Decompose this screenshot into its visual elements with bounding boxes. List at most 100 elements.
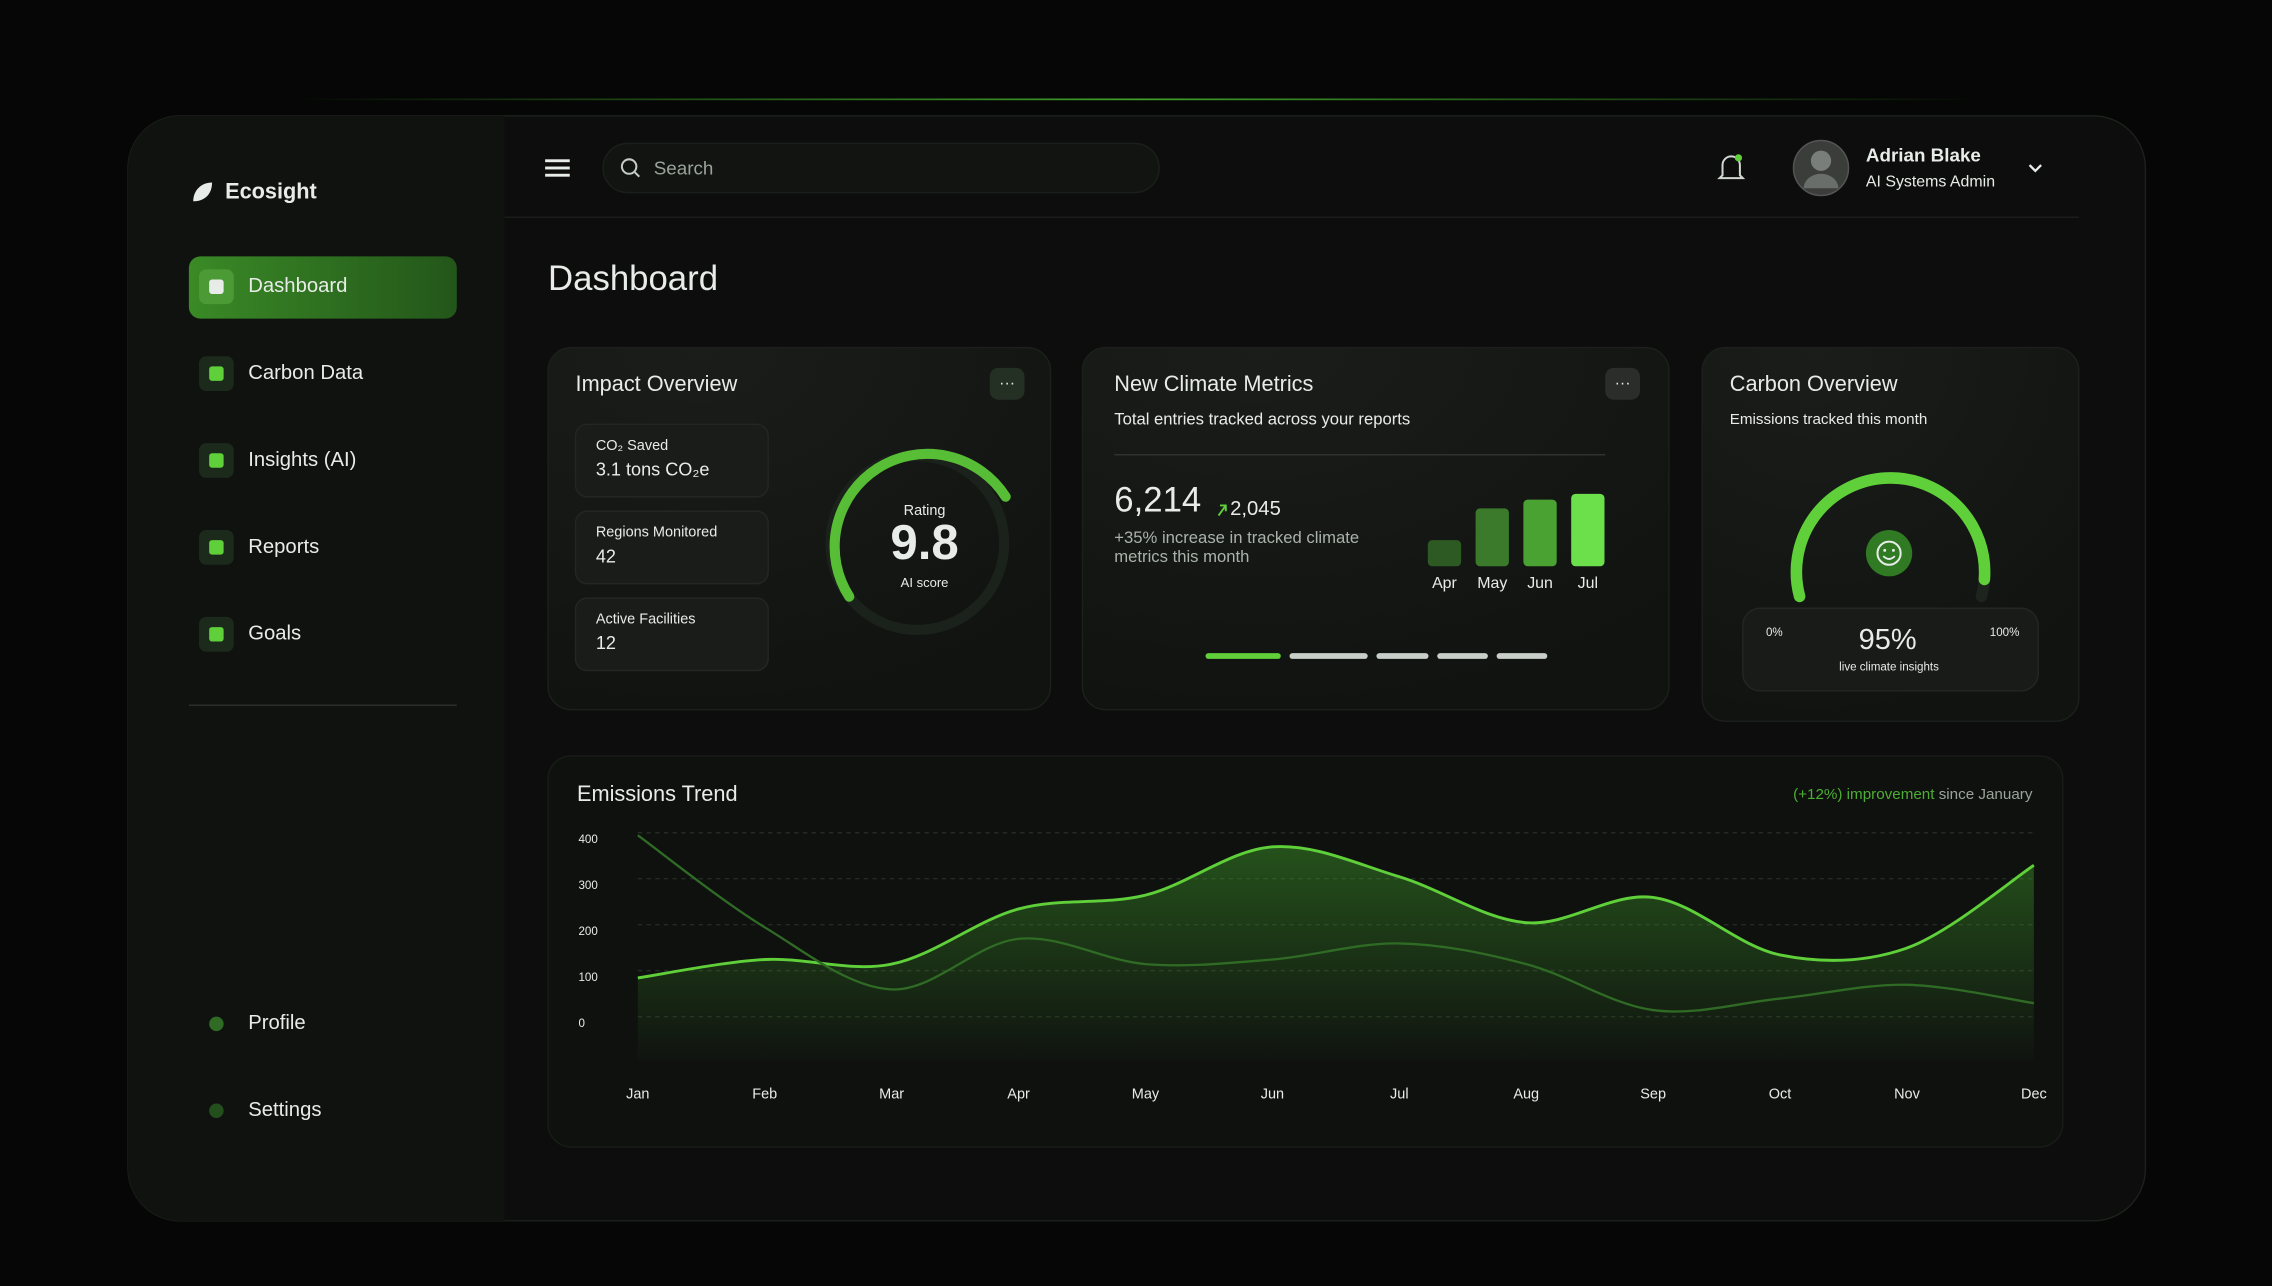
rating-value: 9.8 bbox=[890, 515, 958, 570]
bar bbox=[1427, 540, 1462, 567]
user-menu-chevron[interactable] bbox=[2028, 164, 2042, 173]
climate-card bbox=[1081, 346, 1670, 711]
rating-caption: AI score bbox=[901, 575, 949, 590]
nav-label: Insights (AI) bbox=[248, 449, 356, 471]
card-title: Impact Overview bbox=[576, 371, 738, 396]
carousel-dot[interactable] bbox=[1376, 653, 1429, 659]
nav-icon bbox=[209, 279, 224, 294]
y-tick-label: 100 bbox=[578, 972, 597, 984]
card-title: Emissions Trend bbox=[577, 781, 738, 806]
search-icon bbox=[620, 158, 638, 175]
nav-active-bg[interactable] bbox=[188, 256, 457, 319]
y-tick-label: 400 bbox=[578, 834, 597, 846]
trend-annotation: (+12%) improvement since January bbox=[1793, 786, 2033, 803]
y-tick-label: 200 bbox=[578, 926, 597, 938]
metric-note: +35% increase in tracked climate metrics… bbox=[1114, 530, 1360, 567]
x-tick-label: Mar bbox=[879, 1087, 904, 1103]
notification-dot bbox=[1734, 154, 1743, 162]
gauge-caption: live climate insights bbox=[1839, 662, 1939, 674]
bar-label: Jun bbox=[1527, 575, 1553, 592]
nav-icon bbox=[209, 627, 224, 642]
avatar-head bbox=[1810, 150, 1832, 171]
bar-label: Apr bbox=[1432, 575, 1457, 592]
smiley-face bbox=[1876, 540, 1902, 566]
nav-item[interactable]: Profile bbox=[209, 1012, 306, 1034]
nav-item[interactable]: Carbon Data bbox=[199, 356, 364, 392]
x-tick-label: Feb bbox=[752, 1087, 777, 1103]
trend-line bbox=[637, 845, 2035, 980]
up-arrow bbox=[1217, 504, 1227, 517]
nav-item[interactable]: Insights (AI) bbox=[199, 443, 356, 478]
x-tick-label: Jun bbox=[1261, 1087, 1284, 1103]
x-tick-label: May bbox=[1132, 1087, 1160, 1103]
more-dots: ··· bbox=[999, 375, 1015, 392]
nav-icon bbox=[209, 453, 224, 468]
nav-label: Carbon Data bbox=[248, 362, 364, 384]
nav-label: Reports bbox=[248, 536, 319, 558]
gauge-arc bbox=[1790, 472, 1991, 603]
nav-icon bbox=[209, 366, 224, 381]
nav-label: Profile bbox=[248, 1012, 305, 1034]
y-tick-label: 0 bbox=[578, 1018, 584, 1030]
stat-label: Regions Monitored bbox=[596, 525, 717, 541]
stat-box bbox=[574, 597, 769, 672]
stat-value: 12 bbox=[596, 633, 616, 653]
carousel-dot[interactable] bbox=[1289, 653, 1368, 659]
nav-icon bbox=[209, 540, 224, 555]
x-tick-label: Dec bbox=[2021, 1087, 2047, 1103]
search-icon-handle bbox=[634, 171, 640, 178]
metric-delta: 2,045 bbox=[1230, 498, 1281, 520]
smiley-badge bbox=[1865, 530, 1913, 577]
carousel-dot[interactable] bbox=[1496, 653, 1548, 659]
menu-bar bbox=[545, 173, 570, 177]
stat-value: 3.1 tons CO₂e bbox=[596, 459, 710, 479]
y-tick-label: 300 bbox=[578, 880, 597, 892]
brand-icon bbox=[193, 182, 213, 202]
sidebar bbox=[128, 115, 505, 1221]
search-placeholder: Search bbox=[654, 157, 714, 178]
nav-item[interactable]: Reports bbox=[199, 530, 319, 565]
user-name: Adrian Blake bbox=[1866, 144, 1981, 165]
nav-item[interactable]: Goals bbox=[199, 616, 301, 652]
gauge-value: 95% bbox=[1859, 624, 1917, 656]
trend-line bbox=[637, 834, 2035, 1013]
x-tick-label: Oct bbox=[1769, 1087, 1792, 1103]
smiley-mouth bbox=[1882, 555, 1896, 560]
x-tick-label: Sep bbox=[1640, 1087, 1666, 1103]
stat-box bbox=[574, 423, 769, 498]
carousel-dot-active[interactable] bbox=[1205, 653, 1281, 659]
bar bbox=[1475, 508, 1509, 567]
stat-box bbox=[574, 510, 769, 585]
more-button[interactable] bbox=[1605, 367, 1640, 400]
more-button[interactable] bbox=[989, 367, 1025, 400]
x-tick-label: Jul bbox=[1390, 1087, 1409, 1103]
stat-label: CO₂ Saved bbox=[596, 438, 668, 454]
smiley-eye bbox=[1891, 548, 1895, 552]
nav-icon bbox=[209, 1103, 224, 1119]
metric-total: 6,214 bbox=[1114, 482, 1201, 520]
carousel-dot[interactable] bbox=[1437, 653, 1488, 659]
user-role: AI Systems Admin bbox=[1866, 174, 1995, 191]
menu-button[interactable] bbox=[545, 159, 570, 177]
nav-item[interactable]: Settings bbox=[209, 1099, 321, 1121]
bar bbox=[1523, 499, 1557, 567]
gauge-readout bbox=[1742, 607, 2039, 692]
card-subtitle: Emissions tracked this month bbox=[1730, 411, 1928, 428]
x-tick-label: Aug bbox=[1513, 1087, 1539, 1103]
more-dots: ··· bbox=[1615, 375, 1631, 392]
card-title: Carbon Overview bbox=[1730, 371, 1898, 396]
menu-bar bbox=[545, 159, 570, 163]
search-box[interactable] bbox=[602, 142, 1160, 194]
annotation-highlight: (+12%) improvement bbox=[1793, 786, 1935, 803]
avatar-body bbox=[1803, 173, 1839, 189]
smiley-eye bbox=[1883, 548, 1887, 552]
brand-name: Ecosight bbox=[225, 178, 317, 203]
metric-note-box: +35% increase in tracked climate metrics… bbox=[1114, 530, 1360, 567]
notification-bell[interactable] bbox=[1717, 155, 1746, 180]
menu-bar bbox=[545, 166, 570, 170]
x-tick-label: Nov bbox=[1894, 1087, 1920, 1103]
nav-item[interactable]: Dashboard bbox=[199, 269, 347, 305]
stat-label: Active Facilities bbox=[596, 612, 696, 628]
trend-area bbox=[637, 846, 2034, 1061]
